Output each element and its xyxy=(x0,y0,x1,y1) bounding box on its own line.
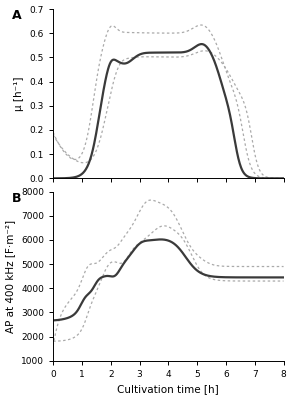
Text: B: B xyxy=(12,192,21,204)
X-axis label: Cultivation time [h]: Cultivation time [h] xyxy=(117,384,219,394)
Y-axis label: μ [h⁻¹]: μ [h⁻¹] xyxy=(14,76,24,111)
Text: A: A xyxy=(12,9,21,22)
Y-axis label: AP at 400 kHz [F·m⁻²]: AP at 400 kHz [F·m⁻²] xyxy=(6,220,15,333)
